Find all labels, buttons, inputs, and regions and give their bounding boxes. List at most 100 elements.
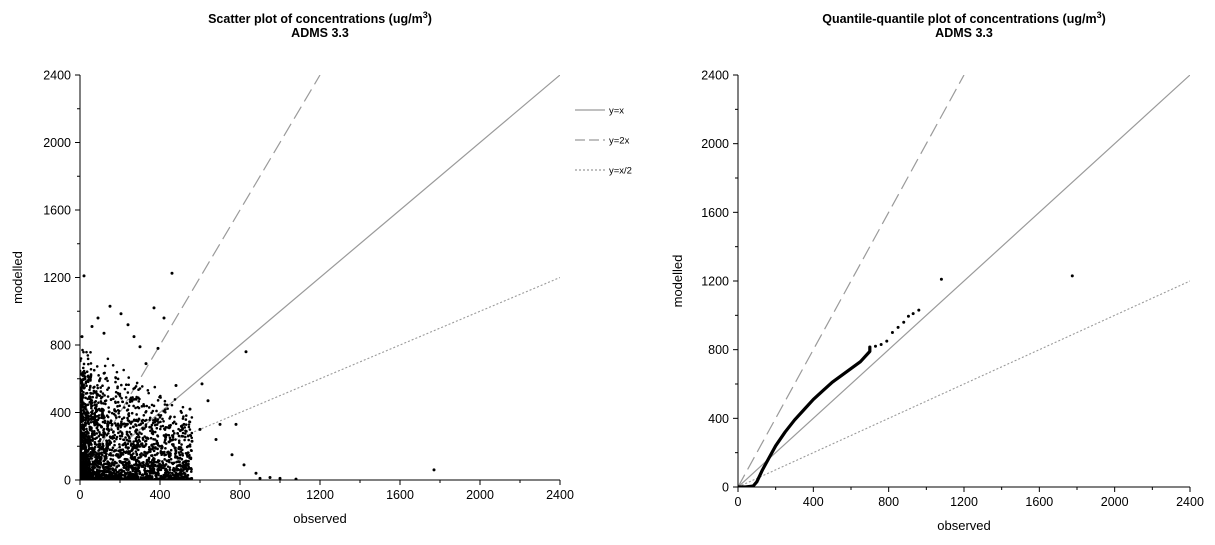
data-point: [84, 396, 87, 400]
data-point: [158, 427, 162, 431]
data-point: [121, 448, 125, 451]
data-point: [90, 406, 93, 410]
data-point: [93, 450, 97, 454]
data-point: [157, 413, 160, 417]
data-point: [181, 417, 185, 420]
x-tick-label: 400: [150, 488, 171, 502]
data-point: [136, 441, 140, 445]
data-point: [82, 447, 85, 450]
data-point: [167, 433, 171, 437]
data-point: [169, 457, 173, 461]
data-point: [93, 423, 97, 426]
data-point: [95, 432, 99, 435]
data-point: [95, 405, 98, 408]
data-point: [190, 416, 194, 419]
data-point: [268, 475, 272, 479]
data-point: [127, 473, 130, 477]
chart-title-suffix: ): [428, 12, 432, 26]
x-tick-label: 400: [803, 495, 824, 509]
data-point: [147, 470, 151, 473]
data-points: [738, 274, 1074, 487]
data-point: [127, 376, 131, 379]
y-tick-label: 1600: [43, 204, 71, 218]
data-point: [180, 443, 183, 446]
data-point: [106, 395, 110, 398]
y-axis-label: modelled: [670, 255, 685, 308]
data-point: [112, 430, 115, 433]
data-point: [126, 323, 130, 327]
data-point: [173, 432, 176, 435]
data-point: [105, 449, 108, 453]
data-point: [189, 470, 193, 473]
data-point: [82, 390, 85, 394]
data-point: [128, 461, 131, 465]
data-point: [125, 430, 129, 434]
data-point: [84, 424, 87, 427]
data-point: [147, 406, 151, 409]
data-point: [151, 421, 155, 425]
data-point: [86, 474, 90, 477]
chart-title-main: Quantile-quantile plot of concentrations…: [822, 12, 1096, 26]
data-point: [187, 423, 191, 426]
data-point: [93, 385, 96, 389]
data-point: [129, 397, 133, 400]
data-point: [122, 368, 125, 372]
data-point: [80, 441, 83, 444]
data-point: [188, 477, 192, 480]
data-point: [102, 372, 106, 375]
data-point: [174, 384, 178, 387]
data-point: [105, 442, 109, 445]
data-point: [160, 446, 164, 450]
data-point: [125, 401, 129, 405]
data-point: [102, 448, 106, 451]
data-point: [91, 474, 95, 478]
data-point: [182, 422, 186, 426]
data-point: [118, 415, 121, 419]
data-point: [98, 448, 101, 452]
data-point: [98, 379, 101, 383]
data-point: [182, 460, 185, 464]
data-point: [109, 473, 113, 477]
data-point: [128, 471, 131, 475]
data-point: [153, 457, 156, 461]
data-point: [165, 426, 169, 429]
data-point: [184, 418, 188, 421]
data-point: [128, 430, 131, 434]
data-point: [189, 467, 193, 470]
data-point: [107, 406, 110, 409]
data-point: [176, 457, 180, 460]
data-point: [156, 460, 159, 464]
data-point: [169, 448, 173, 452]
data-point: [85, 439, 88, 443]
data-point: [132, 335, 136, 339]
data-point: [89, 398, 93, 401]
data-point: [181, 454, 185, 457]
data-point: [159, 420, 162, 424]
data-point: [86, 357, 90, 361]
data-point: [127, 452, 130, 455]
y-tick-label: 400: [708, 412, 729, 426]
data-point: [138, 431, 141, 434]
data-point: [152, 449, 156, 453]
data-point: [168, 471, 172, 474]
reference-line-dotted: [738, 280, 1190, 487]
data-point: [95, 426, 99, 429]
data-point: [82, 410, 86, 414]
x-tick-label: 0: [77, 488, 84, 502]
data-point: [168, 468, 172, 472]
data-point: [89, 391, 92, 395]
y-tick-label: 1200: [701, 275, 729, 289]
data-point: [85, 370, 89, 374]
data-point: [142, 413, 146, 417]
data-point: [230, 453, 234, 457]
data-point: [85, 448, 88, 452]
data-point: [136, 448, 140, 452]
data-point: [168, 455, 171, 459]
data-point: [149, 436, 153, 440]
data-point: [162, 434, 166, 437]
data-point: [294, 477, 298, 480]
data-point: [258, 476, 262, 480]
data-point: [120, 420, 123, 424]
data-point: [187, 465, 190, 468]
data-point: [135, 428, 139, 432]
